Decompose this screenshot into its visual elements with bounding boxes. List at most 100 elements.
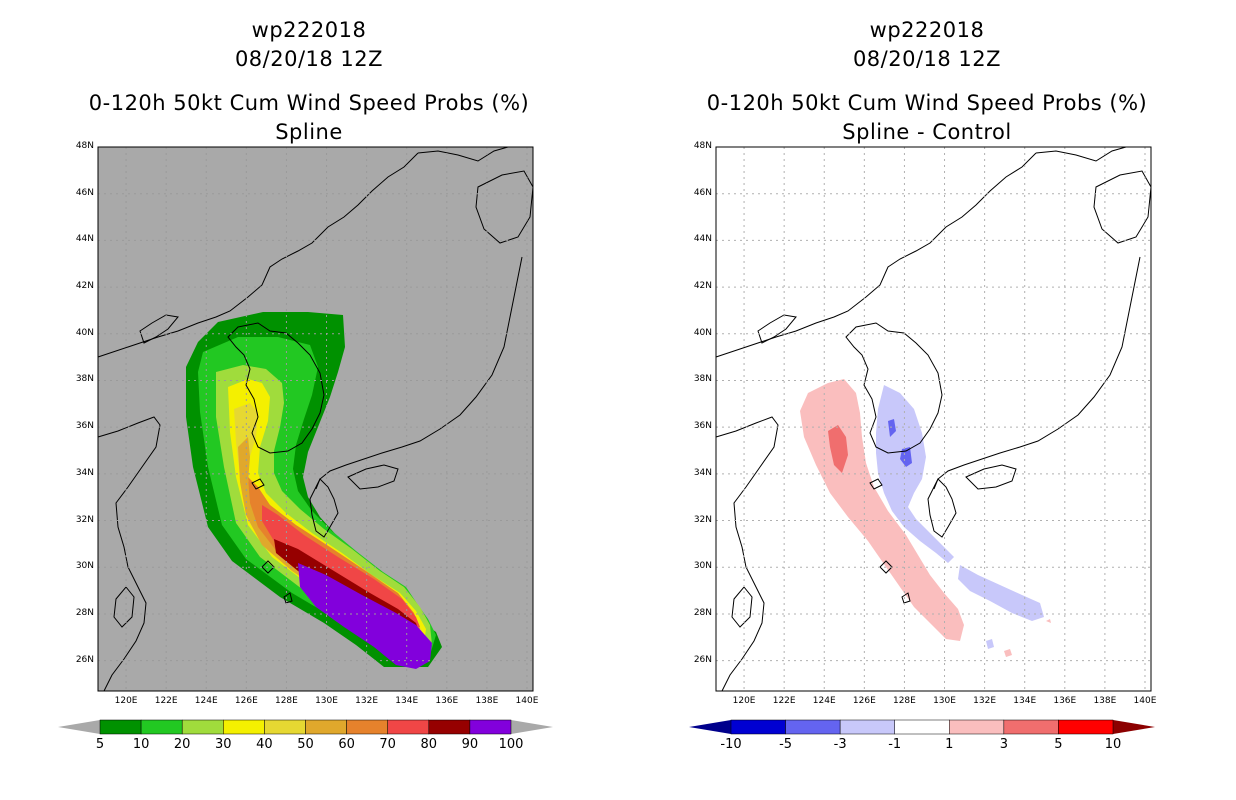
lat-label: 38N — [693, 374, 712, 385]
colorbar-right-arrow — [511, 720, 553, 734]
right-datetime: 08/20/18 12Z — [852, 47, 1002, 71]
colorbar-label: 10 — [132, 737, 150, 752]
lon-label: 128E — [274, 696, 298, 706]
coast-china-east — [97, 416, 161, 692]
lat-label: 36N — [75, 421, 94, 432]
lon-label: 136E — [435, 696, 459, 706]
colorbar-swatch — [346, 719, 388, 735]
left-datetime: 08/20/18 12Z — [234, 47, 384, 71]
lat-label: 36N — [693, 421, 712, 432]
colorbar-swatch — [181, 719, 224, 735]
diff-negative-mid — [888, 419, 912, 467]
coast-sakhalin-mainland — [417, 146, 509, 162]
left-map-canvas — [97, 146, 534, 692]
colorbar-swatch — [1058, 719, 1114, 735]
lon-label: 130E — [933, 696, 956, 706]
colorbar-swatch — [949, 719, 1005, 735]
lon-label: 138E — [1093, 696, 1117, 706]
colorbar-label: 100 — [498, 737, 524, 752]
right-grid — [716, 146, 1151, 691]
colorbar-label: 5 — [1054, 737, 1063, 752]
lat-label: 48N — [693, 141, 712, 151]
coast-bohai — [757, 314, 797, 344]
diff-positive-speck-2 — [1046, 619, 1051, 623]
lon-label: 122E — [772, 696, 796, 706]
lon-label: 126E — [852, 696, 876, 706]
lat-label: 28N — [693, 607, 712, 618]
lon-label: 124E — [194, 696, 218, 706]
colorbar-left-arrow — [689, 720, 731, 734]
coast-jeju — [251, 478, 265, 490]
right-model-title: Spline - Control — [842, 120, 1012, 144]
lon-label: 132E — [973, 696, 997, 706]
right-panel: wp222018 08/20/18 12Z 0-120h 50kt Cum Wi… — [618, 0, 1236, 800]
colorbar-label: 20 — [173, 737, 191, 752]
colorbar-right-arrow — [1113, 720, 1155, 734]
lat-label: 48N — [75, 141, 94, 151]
colorbar-label: 40 — [256, 737, 273, 752]
lon-label: 132E — [355, 696, 379, 706]
lat-label: 30N — [75, 561, 94, 572]
colorbar-label: 3 — [999, 737, 1008, 752]
colorbar-swatch — [839, 719, 895, 735]
coast-china-east — [715, 416, 779, 692]
lon-label: 130E — [315, 696, 338, 706]
lon-label: 136E — [1053, 696, 1077, 706]
colorbar-swatch — [140, 719, 183, 735]
colorbar-swatch — [99, 719, 142, 735]
colorbar-swatch — [428, 719, 471, 735]
colorbar-label: 70 — [379, 737, 396, 752]
lat-label: 38N — [75, 374, 94, 385]
lat-label: 44N — [75, 234, 94, 245]
lat-label: 34N — [693, 467, 712, 478]
diff-negative-light-2 — [958, 565, 1044, 621]
lon-label: 120E — [732, 696, 756, 706]
colorbar-swatch — [305, 719, 347, 735]
lon-label: 138E — [475, 696, 499, 706]
right-storm-id: wp222018 — [869, 18, 985, 42]
colorbar-label: 1 — [945, 737, 954, 752]
lon-label: 122E — [154, 696, 178, 706]
right-product-title: 0-120h 50kt Cum Wind Speed Probs (%) — [706, 91, 1148, 115]
probability-swath — [186, 312, 442, 669]
left-map[interactable] — [97, 146, 534, 692]
colorbar-label: -1 — [888, 737, 902, 752]
coastlines — [715, 146, 1152, 692]
lat-label: 26N — [75, 654, 94, 665]
coast-hokkaido — [1093, 170, 1152, 244]
left-map-border — [97, 146, 534, 692]
lat-label: 42N — [693, 281, 712, 292]
colorbar-swatch — [785, 719, 841, 735]
colorbar-label: 60 — [338, 737, 355, 752]
lat-label: 40N — [693, 327, 712, 338]
colorbar-label: 90 — [461, 737, 479, 752]
right-map[interactable] — [715, 146, 1152, 692]
colorbar-swatch — [1003, 719, 1059, 735]
coast-japan-shikoku — [347, 464, 399, 490]
coast-japan-honshu — [933, 256, 1141, 490]
colorbar-label: -3 — [833, 737, 847, 752]
colorbar-label: 30 — [215, 737, 232, 752]
lat-label: 28N — [75, 607, 94, 618]
colorbar-label: -5 — [779, 737, 793, 752]
lat-label: 30N — [693, 561, 712, 572]
lat-label: 44N — [693, 234, 712, 245]
coast-japan-shikoku — [965, 464, 1017, 490]
left-panel: wp222018 08/20/18 12Z 0-120h 50kt Cum Wi… — [58, 18, 553, 752]
colorbar-label: 80 — [420, 737, 438, 752]
colorbar-left-arrow — [58, 720, 100, 734]
lon-label: 134E — [1013, 696, 1037, 706]
colorbar-swatch — [894, 719, 950, 735]
colorbar-label: 10 — [1104, 737, 1122, 752]
lat-label: 40N — [75, 327, 94, 338]
lat-label: 42N — [75, 281, 94, 292]
lon-label: 126E — [234, 696, 258, 706]
colorbar-label: 50 — [297, 737, 314, 752]
left-product-title: 0-120h 50kt Cum Wind Speed Probs (%) — [88, 91, 530, 115]
left-colorbar — [58, 719, 553, 735]
left-grid — [98, 146, 533, 691]
prob-band-90 — [298, 563, 432, 669]
lon-label: 140E — [515, 696, 539, 706]
diff-negative-speck — [986, 639, 994, 649]
colorbar-swatch — [387, 719, 430, 735]
